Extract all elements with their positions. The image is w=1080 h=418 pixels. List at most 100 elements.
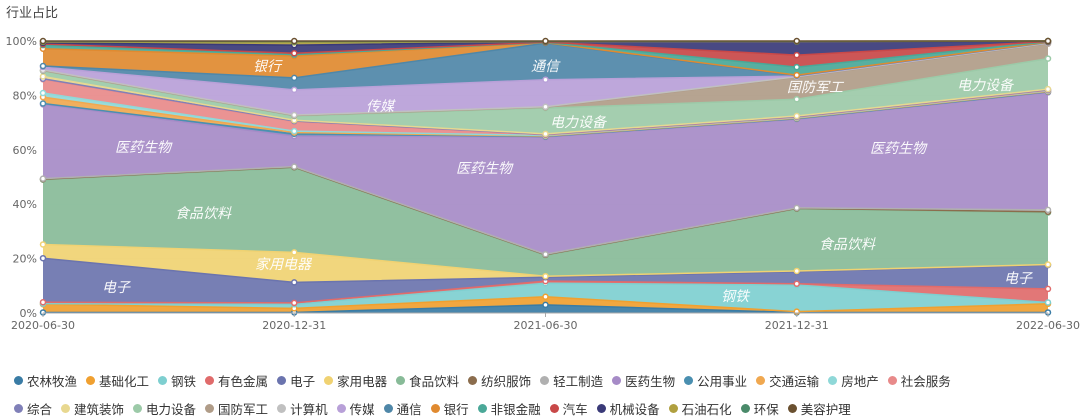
legend-label: 通信 bbox=[396, 401, 422, 417]
data-point-银行 bbox=[793, 71, 800, 79]
area-农林牧渔 bbox=[43, 304, 1048, 313]
legend-label: 基础化工 bbox=[99, 373, 150, 389]
legend-item[interactable]: 通信 bbox=[383, 399, 422, 417]
legend-item[interactable]: 纺织服饰 bbox=[468, 371, 531, 389]
data-point-电子 bbox=[291, 279, 298, 286]
legend-label: 美容护理 bbox=[800, 401, 851, 417]
data-point-轻工制造 bbox=[39, 175, 47, 182]
y-tick-label: 80% bbox=[13, 89, 37, 102]
legend-item[interactable]: 食品饮料 bbox=[396, 371, 459, 389]
legend-dot-icon bbox=[740, 403, 750, 413]
legend-dot-icon bbox=[61, 403, 71, 413]
legend-item[interactable]: 建筑装饰 bbox=[61, 399, 124, 417]
x-tick-label: 2020-06-30 bbox=[11, 319, 75, 332]
x-tick-label: 2021-06-30 bbox=[514, 319, 578, 332]
legend-label: 计算机 bbox=[290, 401, 328, 417]
data-point-通信 bbox=[39, 62, 47, 70]
data-point-家用电器 bbox=[291, 249, 298, 256]
legend-item[interactable]: 医药生物 bbox=[612, 371, 675, 389]
data-point-计算机 bbox=[291, 111, 298, 119]
legend-item[interactable]: 房地产 bbox=[828, 371, 879, 389]
legend-item[interactable]: 有色金属 bbox=[205, 371, 268, 389]
legend-item[interactable]: 钢铁 bbox=[158, 371, 196, 389]
legend-label: 建筑装饰 bbox=[74, 401, 125, 417]
legend-label: 国防军工 bbox=[218, 401, 269, 417]
legend-label: 食品饮料 bbox=[409, 373, 460, 389]
area-label: 医药生物 bbox=[115, 140, 173, 156]
y-tick-label: 40% bbox=[13, 198, 37, 211]
legend-label: 电力设备 bbox=[146, 401, 197, 417]
y-axis-title: 行业占比 bbox=[6, 6, 59, 21]
x-tick-label: 2021-12-31 bbox=[765, 319, 829, 332]
area-label: 食品饮料 bbox=[175, 206, 232, 222]
legend-label: 传媒 bbox=[349, 401, 375, 417]
area-label: 电力设备 bbox=[957, 78, 1015, 94]
legend-item[interactable]: 家用电器 bbox=[324, 371, 387, 389]
legend-item[interactable]: 机械设备 bbox=[596, 399, 660, 417]
data-point-家用电器 bbox=[39, 241, 47, 248]
area-label: 医药生物 bbox=[870, 141, 928, 157]
legend-label: 机械设备 bbox=[609, 401, 660, 417]
data-point-建筑装饰 bbox=[542, 130, 549, 138]
data-point-轻工制造 bbox=[1044, 206, 1052, 214]
data-point-轻工制造 bbox=[291, 163, 298, 170]
legend-dot-icon bbox=[396, 375, 406, 385]
legend-item[interactable]: 银行 bbox=[430, 399, 469, 417]
legend-label: 银行 bbox=[443, 401, 469, 417]
legend-item[interactable]: 汽车 bbox=[549, 399, 588, 417]
data-point-美容护理 bbox=[1044, 37, 1052, 45]
legend-dot-icon bbox=[596, 403, 606, 413]
legend-item[interactable]: 计算机 bbox=[277, 399, 328, 417]
legend-item[interactable]: 石油石化 bbox=[668, 399, 732, 417]
legend-label: 环保 bbox=[753, 401, 779, 417]
legend-item[interactable]: 国防军工 bbox=[205, 399, 268, 417]
legend-item[interactable]: 轻工制造 bbox=[540, 371, 603, 389]
legend-label: 有色金属 bbox=[218, 373, 269, 389]
legend-dot-icon bbox=[684, 375, 694, 385]
legend-label: 农林牧渔 bbox=[27, 373, 78, 389]
area-label: 食品饮料 bbox=[819, 237, 876, 253]
data-point-美容护理 bbox=[39, 37, 47, 45]
legend-dot-icon bbox=[205, 375, 215, 385]
legend-item[interactable]: 传媒 bbox=[336, 399, 375, 417]
data-point-有色金属 bbox=[291, 299, 298, 307]
data-point-农林牧渔 bbox=[542, 301, 549, 309]
legend-item[interactable]: 基础化工 bbox=[86, 371, 149, 389]
legend-item[interactable]: 公用事业 bbox=[684, 371, 747, 389]
area-label: 银行 bbox=[253, 59, 283, 75]
legend-dot-icon bbox=[324, 375, 334, 385]
legend-item[interactable]: 社会服务 bbox=[887, 371, 951, 389]
legend-dot-icon bbox=[133, 403, 143, 413]
area-汽车 bbox=[43, 41, 1048, 68]
legend-label: 家用电器 bbox=[337, 373, 388, 389]
data-point-有色金属 bbox=[39, 299, 47, 306]
data-point-钢铁 bbox=[1044, 299, 1052, 306]
data-point-基础化工 bbox=[542, 293, 549, 301]
legend-item[interactable]: 农林牧渔 bbox=[14, 371, 77, 389]
legend-dot-icon bbox=[828, 375, 838, 385]
legend-item[interactable]: 美容护理 bbox=[787, 399, 851, 417]
legend-item[interactable]: 电子 bbox=[277, 371, 315, 389]
legend-label: 房地产 bbox=[841, 373, 879, 389]
legend-item[interactable]: 综合 bbox=[14, 399, 52, 417]
data-point-轻工制造 bbox=[793, 204, 800, 212]
data-point-有色金属 bbox=[1044, 285, 1052, 293]
area-label: 通信 bbox=[531, 59, 561, 75]
legend-item[interactable]: 环保 bbox=[740, 399, 779, 417]
y-tick-label: 0% bbox=[20, 307, 37, 320]
data-point-电力设备 bbox=[1044, 55, 1052, 62]
data-point-家用电器 bbox=[793, 267, 800, 275]
area-label: 家用电器 bbox=[255, 257, 313, 273]
legend-item[interactable]: 交通运输 bbox=[756, 371, 819, 389]
y-tick-label: 20% bbox=[13, 253, 37, 266]
legend-item[interactable]: 非银金融 bbox=[477, 399, 541, 417]
area-label: 电力设备 bbox=[550, 115, 608, 131]
data-point-非银金融 bbox=[793, 63, 800, 71]
data-point-汽车 bbox=[793, 51, 800, 59]
legend-label: 汽车 bbox=[562, 401, 588, 417]
data-point-家用电器 bbox=[542, 272, 549, 280]
x-tick-label: 2020-12-31 bbox=[262, 319, 326, 332]
legend-item[interactable]: 电力设备 bbox=[133, 399, 196, 417]
legend-label: 石油石化 bbox=[681, 401, 732, 417]
legend-dot-icon bbox=[549, 403, 559, 413]
